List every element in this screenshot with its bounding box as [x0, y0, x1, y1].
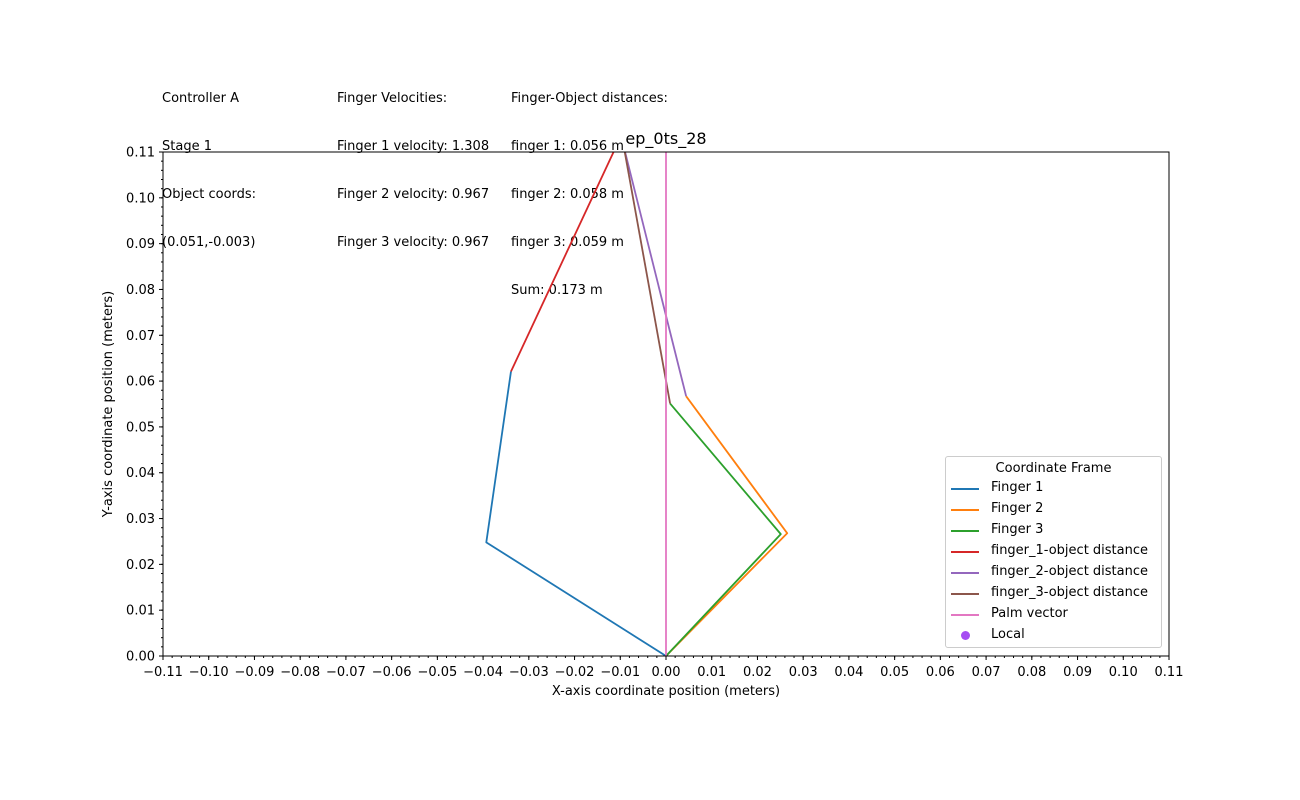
- legend-rows: Finger 1 Finger 2 Finger 3 finger_1-object …: [946, 478, 1161, 646]
- finger-velocities-info: Finger Velocities: Finger 1 velocity: 1.…: [337, 59, 489, 267]
- y-tick-label: 0.04: [126, 466, 155, 481]
- y-tick-label: 0.00: [126, 650, 155, 665]
- stage-label: Stage 1: [162, 139, 212, 154]
- x-tick-label: 0.06: [926, 665, 955, 680]
- legend-label: Local: [991, 627, 1025, 642]
- legend-item-6: finger_3-object distance: [946, 583, 1161, 604]
- x-tick-label: −0.07: [326, 665, 366, 680]
- legend-swatch-line: [951, 593, 979, 595]
- legend-item-4: finger_1-object distance: [946, 541, 1161, 562]
- y-tick-label: 0.03: [126, 512, 155, 527]
- legend-item-1: Finger 1: [946, 478, 1161, 499]
- finger3-velocity: Finger 3 velocity: 0.967: [337, 235, 490, 250]
- finger1-velocity: Finger 1 velocity: 1.308: [337, 139, 490, 154]
- object-coords-label: Object coords:: [162, 187, 257, 202]
- legend-label: Finger 2: [991, 501, 1044, 516]
- x-tick-label: 0.00: [652, 665, 681, 680]
- legend-swatch-line: [951, 572, 979, 574]
- x-tick-label: 0.08: [1017, 665, 1046, 680]
- x-tick-label: −0.03: [509, 665, 549, 680]
- legend-item-3: Finger 3: [946, 520, 1161, 541]
- finger1-distance: finger 1: 0.056 m: [511, 139, 624, 154]
- x-tick-label: 0.01: [697, 665, 726, 680]
- x-tick-label: 0.02: [743, 665, 772, 680]
- x-tick-label: 0.03: [789, 665, 818, 680]
- x-tick-label: −0.09: [235, 665, 275, 680]
- x-tick-label: −0.01: [600, 665, 640, 680]
- plot-frame: [162, 151, 1170, 657]
- y-tick-label: 0.08: [126, 283, 155, 298]
- x-tick-label: −0.02: [555, 665, 595, 680]
- series-line-4: [510, 152, 615, 372]
- x-tick-label: 0.07: [972, 665, 1001, 680]
- x-tick-label: 0.04: [834, 665, 863, 680]
- legend-label: finger_2-object distance: [991, 564, 1149, 579]
- x-tick-label: −0.04: [463, 665, 503, 680]
- distances-title: Finger-Object distances:: [511, 91, 668, 106]
- y-tick-label: 0.06: [126, 375, 155, 390]
- x-tick-label: −0.05: [417, 665, 457, 680]
- legend-swatch-line: [951, 551, 979, 553]
- controller-name: Controller A: [162, 91, 239, 106]
- controller-info: Controller A Stage 1 Object coords: (0.0…: [162, 59, 256, 267]
- x-tick-label: −0.06: [372, 665, 412, 680]
- series-layer: [485, 152, 789, 656]
- x-tick-label: 0.10: [1109, 665, 1138, 680]
- legend-swatch-line: [951, 488, 979, 490]
- legend-label: finger_3-object distance: [991, 585, 1149, 600]
- series-line-5: [624, 152, 687, 397]
- y-axis-label: Y-axis coordinate position (meters): [101, 291, 116, 518]
- series-line-1: [485, 371, 667, 656]
- x-tick-label: −0.08: [280, 665, 320, 680]
- series-line-2: [665, 395, 789, 656]
- legend-label: Finger 1: [991, 480, 1044, 495]
- distance-sum: Sum: 0.173 m: [511, 283, 603, 298]
- finger-distances-info: Finger-Object distances: finger 1: 0.056…: [511, 59, 668, 315]
- y-tick-label: 0.10: [126, 191, 155, 206]
- legend-label: Palm vector: [991, 606, 1068, 621]
- x-tick-label: −0.11: [143, 665, 183, 680]
- object-coords-value: (0.051,-0.003): [162, 235, 256, 250]
- legend-item-7: Palm vector: [946, 604, 1161, 625]
- x-tick-label: 0.05: [880, 665, 909, 680]
- finger3-distance: finger 3: 0.059 m: [511, 235, 624, 250]
- y-tick-label: 0.05: [126, 420, 155, 435]
- y-tick-label: 0.02: [126, 558, 155, 573]
- series-line-6: [623, 152, 672, 404]
- chart-title: ep_0ts_28: [625, 129, 706, 149]
- x-tick-label: −0.10: [189, 665, 229, 680]
- legend-item-5: finger_2-object distance: [946, 562, 1161, 583]
- y-tick-label: 0.07: [126, 329, 155, 344]
- legend-marker-dot: [961, 631, 970, 640]
- series-line-3: [665, 402, 782, 656]
- y-tick-label: 0.09: [126, 237, 155, 252]
- x-axis-label: X-axis coordinate position (meters): [552, 684, 780, 699]
- legend-item-2: Finger 2: [946, 499, 1161, 520]
- y-tick-label: 0.11: [126, 146, 155, 161]
- legend-item-local: Local: [946, 625, 1161, 646]
- legend-label: finger_1-object distance: [991, 543, 1149, 558]
- finger2-distance: finger 2: 0.058 m: [511, 187, 624, 202]
- finger2-velocity: Finger 2 velocity: 0.967: [337, 187, 490, 202]
- velocities-title: Finger Velocities:: [337, 91, 448, 106]
- legend-label: Finger 3: [991, 522, 1044, 537]
- legend-swatch-line: [951, 614, 979, 616]
- legend-swatch-line: [951, 509, 979, 511]
- x-tick-label: 0.11: [1155, 665, 1184, 680]
- y-tick-label: 0.01: [126, 604, 155, 619]
- legend-swatch-line: [951, 530, 979, 532]
- x-tick-label: 0.09: [1063, 665, 1092, 680]
- legend-title: Coordinate Frame: [995, 461, 1112, 476]
- legend: Coordinate Frame Finger 1 Finger 2 Finger …: [945, 456, 1162, 648]
